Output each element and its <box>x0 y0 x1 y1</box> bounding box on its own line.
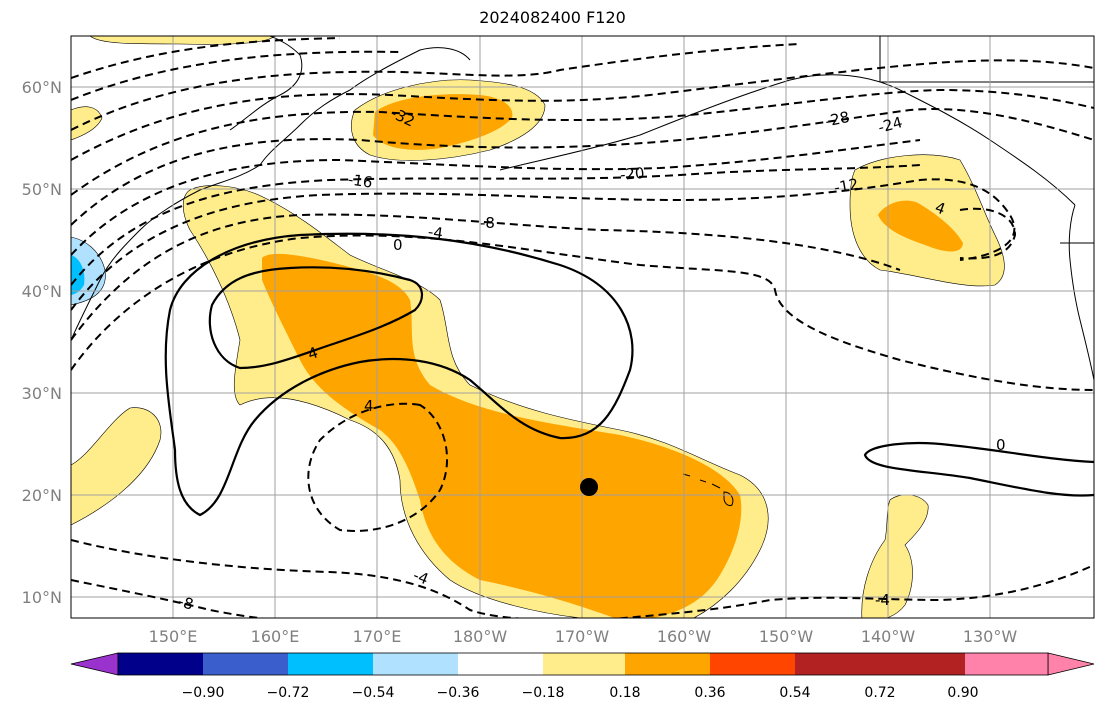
contour-label: -20 <box>619 164 645 184</box>
anomaly-shade-southeast <box>861 494 929 618</box>
contour-label: 0 <box>393 236 403 254</box>
north-america-coastline <box>1068 204 1094 381</box>
alaska-coastline <box>499 74 1076 206</box>
contour-m4 <box>71 234 1094 391</box>
colorbar-ticks: −0.90 −0.72 −0.54 −0.36 −0.18 0.18 0.36 … <box>182 685 979 701</box>
contour-label: -28 <box>823 108 851 131</box>
hawaii-coastline <box>682 473 734 506</box>
anomaly-shade-top <box>89 36 276 45</box>
contour-m40 <box>71 50 401 101</box>
lat-tick-label: 40°N <box>22 282 62 301</box>
contour-m4-east <box>959 207 1017 260</box>
colorbar-segment <box>795 653 880 675</box>
contour-m16 <box>71 164 921 286</box>
colorbar-segment <box>965 653 1048 675</box>
contour-m8-north <box>71 213 901 341</box>
lon-tick-label: 170°E <box>353 627 402 646</box>
colorbar: −0.90 −0.72 −0.54 −0.36 −0.18 0.18 0.36 … <box>70 652 1095 701</box>
kamchatka-coastline <box>229 36 303 131</box>
negative-core-west <box>71 255 85 295</box>
anomaly-core-north <box>373 94 513 150</box>
contour-m24 <box>71 108 1094 226</box>
lon-tick-label: 140°W <box>861 627 916 646</box>
contour-m8-south <box>71 579 268 618</box>
contour-label: 0 <box>996 436 1006 454</box>
asia-coastline <box>71 47 471 341</box>
lon-tick-label: 160°W <box>657 627 712 646</box>
contour-m44 <box>71 37 341 79</box>
colorbar-segment <box>373 653 458 675</box>
storm-center-marker <box>580 478 598 496</box>
lat-tick-label: 10°N <box>22 588 62 607</box>
colorbar-frame <box>117 652 1049 676</box>
anomaly-core-northeast <box>878 200 963 252</box>
lon-tick-label: 160°E <box>251 627 300 646</box>
contour-label: -4 <box>411 566 432 588</box>
colorbar-tick-label: 0.90 <box>947 685 978 701</box>
contour-m20 <box>71 139 921 256</box>
lat-tick-label: 30°N <box>22 384 62 403</box>
lat-tick-label: 60°N <box>22 78 62 97</box>
contour-m12 <box>71 178 1016 311</box>
contour-label: -16 <box>347 170 374 191</box>
contour-label: -8 <box>176 592 196 614</box>
lat-tick-label: 20°N <box>22 486 62 505</box>
contour-four <box>208 266 423 370</box>
contour-label: -8 <box>480 214 495 232</box>
canada-border <box>879 36 1094 83</box>
colorbar-segment <box>458 653 543 675</box>
lon-tick-label: 180°W <box>453 627 508 646</box>
contour-label: -24 <box>876 113 904 137</box>
colorbar-extend-high <box>1047 652 1095 676</box>
contour-label: 4 <box>364 397 374 415</box>
colorbar-tick-label: −0.18 <box>522 685 565 701</box>
colorbar-tick-label: −0.36 <box>437 685 480 701</box>
lon-tick-label: 130°W <box>963 627 1018 646</box>
map-title: 2024082400 F120 <box>479 8 626 27</box>
colorbar-tick-label: 0.36 <box>694 685 725 701</box>
lon-tick-label: 150°E <box>149 627 198 646</box>
lon-tick-label: 170°W <box>555 627 610 646</box>
contour-label: -4 <box>875 591 890 609</box>
lon-axis: 150°E 160°E 170°E 180°W 170°W 160°W 150°… <box>149 627 1018 646</box>
contour-label: -12 <box>833 175 860 197</box>
colorbar-segment <box>625 653 710 675</box>
anomaly-core-main <box>262 253 742 618</box>
gridlines <box>71 36 1094 618</box>
colorbar-extend-low <box>70 652 119 676</box>
contour-label: -4 <box>427 223 444 243</box>
colorbar-segment <box>543 653 625 675</box>
contour-m28 <box>71 88 1094 196</box>
colorbar-tick-label: −0.72 <box>267 685 310 701</box>
colorbar-tick-label: −0.54 <box>352 685 395 701</box>
colorbar-tick-label: 0.72 <box>864 685 895 701</box>
colorbar-tick-label: −0.90 <box>182 685 225 701</box>
colorbar-segment <box>288 653 373 675</box>
anomaly-shade-west <box>71 407 162 526</box>
colorbar-segment <box>203 653 288 675</box>
colorbar-segment <box>118 653 203 675</box>
contour-zero-east <box>863 441 1094 497</box>
colorbar-segment <box>880 653 965 675</box>
contour-m32 <box>71 59 1094 161</box>
lon-tick-label: 150°W <box>759 627 814 646</box>
contour-m4-southwest <box>307 402 448 532</box>
lat-tick-label: 50°N <box>22 180 62 199</box>
colorbar-segment <box>710 653 795 675</box>
map-frame <box>70 35 1095 619</box>
contour-m36 <box>71 43 801 131</box>
contour-zero-outer <box>164 232 634 517</box>
colorbar-tick-label: 0.54 <box>779 685 810 701</box>
colorbar-tick-label: 0.18 <box>609 685 640 701</box>
lat-axis: 60°N 50°N 40°N 30°N 20°N 10°N <box>22 78 62 607</box>
